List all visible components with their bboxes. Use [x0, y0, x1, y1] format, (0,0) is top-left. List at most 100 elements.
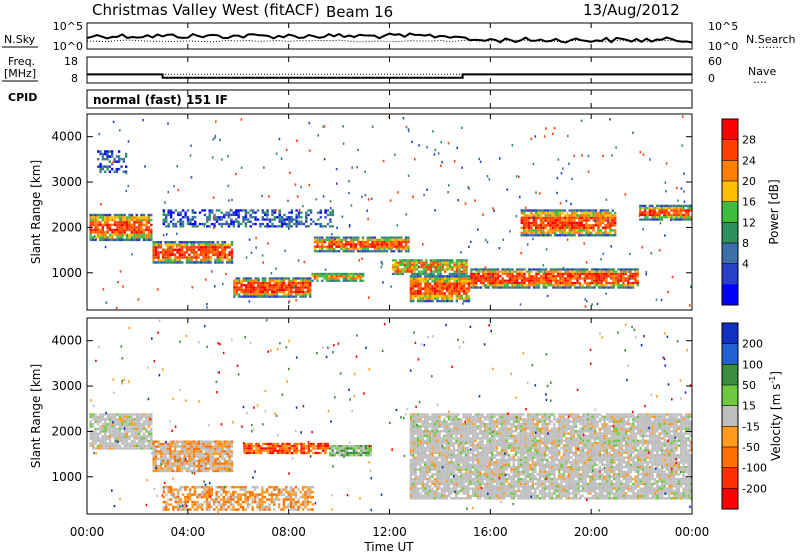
echo-cell — [438, 292, 442, 295]
echo-cell — [230, 248, 234, 252]
echo-cell — [230, 450, 234, 453]
echo-cell — [542, 231, 545, 235]
echo-cell — [546, 214, 550, 217]
echo-cell — [409, 280, 413, 283]
echo-cell — [108, 423, 112, 426]
echo-cell — [261, 485, 264, 489]
echo-cell — [288, 218, 291, 221]
echo-cell — [118, 216, 121, 219]
scatter-point — [658, 249, 661, 252]
echo-cell — [328, 238, 331, 242]
echo-cell — [328, 272, 331, 276]
echo-cell — [421, 451, 424, 454]
echo-cell — [487, 279, 490, 282]
echo-cell — [634, 270, 637, 273]
echo-cell — [388, 241, 391, 244]
echo-cell — [225, 503, 228, 506]
echo-cell — [359, 245, 362, 248]
echo-cell — [419, 487, 422, 490]
echo-cell — [329, 454, 332, 457]
echo-cell — [424, 468, 427, 471]
echo-cell — [610, 272, 613, 276]
echo-cell — [424, 456, 427, 459]
echo-cell — [152, 447, 155, 451]
echo-cell — [539, 209, 543, 212]
echo-cell — [477, 286, 480, 289]
echo-cell — [133, 413, 136, 416]
echo-cell — [301, 500, 305, 504]
echo-cell — [185, 452, 189, 456]
echo-cell — [290, 281, 293, 285]
echo-cell — [611, 234, 614, 237]
echo-cell — [223, 460, 227, 463]
echo-cell — [288, 211, 291, 214]
echo-cell — [214, 248, 217, 252]
echo-cell — [192, 253, 196, 257]
scatter-point — [323, 125, 326, 128]
echo-cell — [138, 447, 141, 450]
echo-cell — [294, 293, 298, 296]
echo-cell — [340, 243, 343, 246]
echo-cell — [357, 454, 360, 457]
echo-cell — [280, 508, 283, 511]
echo-cell — [554, 209, 557, 212]
echo-cell — [665, 209, 668, 212]
echo-cell — [256, 295, 260, 298]
echo-cell — [135, 228, 138, 232]
echo-cell — [216, 243, 219, 247]
echo-cell — [413, 259, 416, 262]
echo-cell — [145, 437, 148, 440]
echo-cell — [162, 258, 165, 262]
echo-cell — [197, 450, 200, 453]
echo-cell — [429, 275, 432, 278]
echo-cell — [458, 285, 461, 288]
echo-cell — [230, 467, 234, 470]
echo-cell — [211, 452, 215, 456]
echo-cell — [118, 423, 121, 426]
echo-cell — [138, 221, 141, 224]
echo-cell — [145, 415, 148, 419]
echo-cell — [226, 469, 229, 473]
echo-cell — [229, 508, 233, 511]
echo-cell — [539, 214, 543, 217]
echo-cell — [197, 243, 200, 247]
scatter-point — [456, 146, 458, 150]
echo-cell — [402, 245, 405, 248]
echo-cell — [295, 447, 299, 450]
echo-cell — [453, 275, 456, 278]
echo-cell — [220, 488, 223, 491]
scatter-point — [511, 144, 514, 147]
echo-cell — [111, 167, 114, 171]
echo-cell — [421, 446, 424, 450]
echo-cell — [138, 435, 141, 438]
echo-cell — [421, 437, 424, 440]
scatter-point — [361, 195, 363, 199]
echo-cell — [252, 293, 255, 296]
echo-cell — [208, 211, 211, 214]
echo-cell — [496, 281, 500, 285]
echo-cell — [414, 451, 417, 454]
echo-cell — [333, 451, 337, 455]
echo-cell — [254, 279, 257, 282]
echo-cell — [233, 284, 236, 287]
echo-cell — [460, 280, 463, 283]
echo-cell — [549, 221, 552, 225]
echo-cell — [298, 449, 301, 452]
echo-cell — [590, 275, 594, 278]
echo-cell — [643, 213, 647, 217]
echo-cell — [178, 253, 181, 257]
echo-cell — [323, 241, 326, 244]
echo-cell — [280, 225, 284, 228]
echo-cell — [145, 430, 148, 433]
echo-cell — [619, 279, 623, 282]
echo-cell — [409, 480, 413, 483]
echo-cell — [123, 415, 126, 419]
echo-cell — [147, 435, 151, 438]
echo-cell — [418, 261, 421, 264]
echo-cell — [371, 236, 374, 239]
echo-cell — [586, 277, 589, 280]
echo-cell — [121, 418, 124, 421]
echo-cell — [429, 272, 433, 276]
echo-cell — [152, 445, 155, 448]
scatter-point — [545, 248, 548, 251]
